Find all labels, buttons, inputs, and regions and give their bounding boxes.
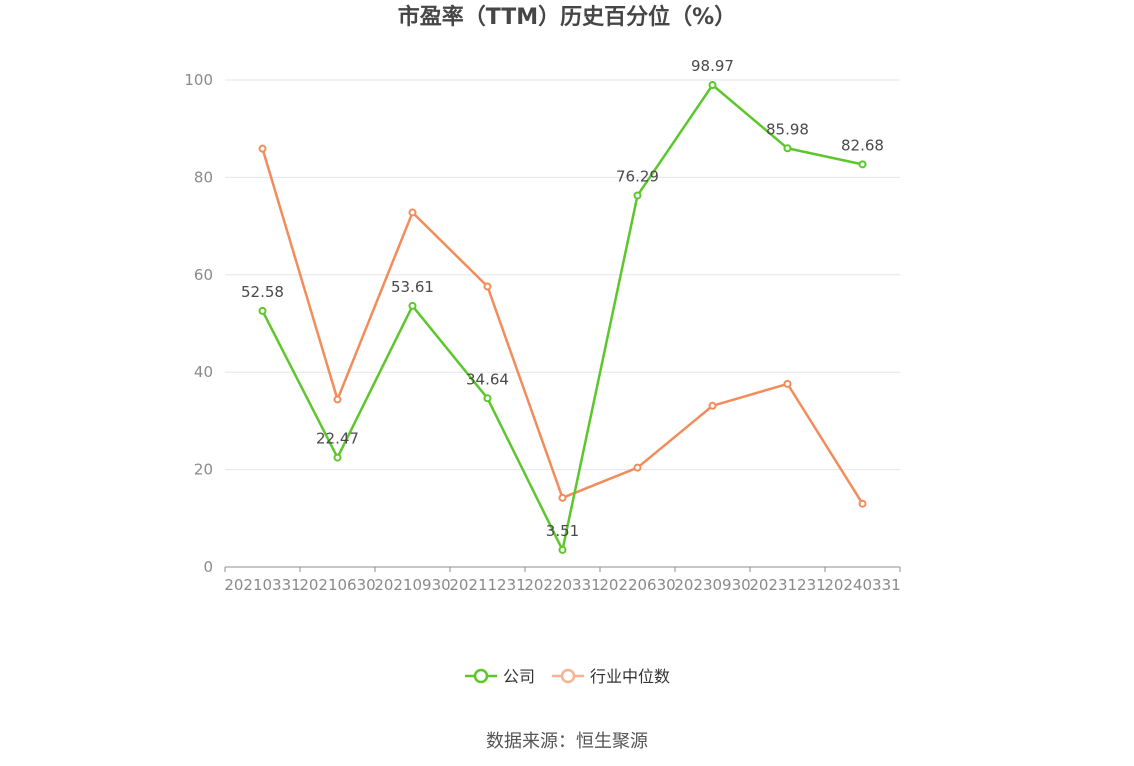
data-point — [858, 160, 867, 169]
data-point — [783, 144, 792, 153]
data-point — [333, 453, 342, 462]
data-point — [408, 301, 417, 310]
x-tick-label: 20210331 — [224, 576, 300, 594]
data-label: 76.29 — [616, 167, 659, 185]
plot-area: 0 20 40 60 80 100 2021033120210630202109302021… — [184, 57, 900, 594]
series-line-0 — [261, 83, 863, 552]
y-tick-label: 60 — [194, 266, 213, 284]
x-tick-label: 20210630 — [299, 576, 375, 594]
data-point — [483, 282, 492, 291]
y-tick-label: 100 — [184, 71, 213, 89]
x-tick-label: 20210930 — [374, 576, 450, 594]
source-text: 数据来源：恒生聚源 — [486, 731, 648, 752]
data-label: 52.58 — [241, 283, 284, 301]
data-point — [858, 499, 867, 508]
x-tick-label: 20220331 — [524, 576, 600, 594]
x-tick-label: 20220630 — [599, 576, 675, 594]
data-label: 85.98 — [766, 120, 809, 138]
legend-marker — [560, 668, 576, 684]
data-point — [408, 208, 417, 217]
series-line-1 — [261, 148, 864, 505]
data-label: 98.97 — [691, 57, 734, 75]
y-tick-label: 0 — [203, 558, 213, 576]
legend-label: 行业中位数 — [590, 667, 670, 686]
x-tick-label: 20230930 — [674, 576, 750, 594]
data-point — [483, 394, 492, 403]
legend-label: 公司 — [503, 667, 535, 686]
data-point — [708, 81, 717, 90]
data-point — [258, 144, 267, 153]
data-point — [783, 379, 792, 388]
data-label: 53.61 — [391, 278, 434, 296]
x-tick-label: 20231231 — [749, 576, 825, 594]
data-point — [558, 493, 567, 502]
legend-marker — [473, 668, 489, 684]
data-point — [633, 463, 642, 472]
y-tick-label: 80 — [194, 168, 213, 186]
legend: 公司 行业中位数 — [465, 667, 670, 686]
data-point — [633, 191, 642, 200]
data-label: 22.47 — [316, 430, 359, 448]
chart-title: 市盈率（TTM）历史百分位（%） — [398, 4, 736, 30]
y-tick-label: 20 — [194, 461, 213, 479]
y-tick-label: 40 — [194, 363, 213, 381]
data-label: 82.68 — [841, 136, 884, 154]
x-tick-label: 20240331 — [824, 576, 900, 594]
data-point — [258, 306, 267, 315]
data-point — [333, 395, 342, 404]
data-point — [558, 545, 567, 554]
data-label: 3.51 — [546, 522, 579, 540]
data-label: 34.64 — [466, 370, 509, 388]
data-point — [708, 401, 717, 410]
x-tick-label: 20211231 — [449, 576, 525, 594]
